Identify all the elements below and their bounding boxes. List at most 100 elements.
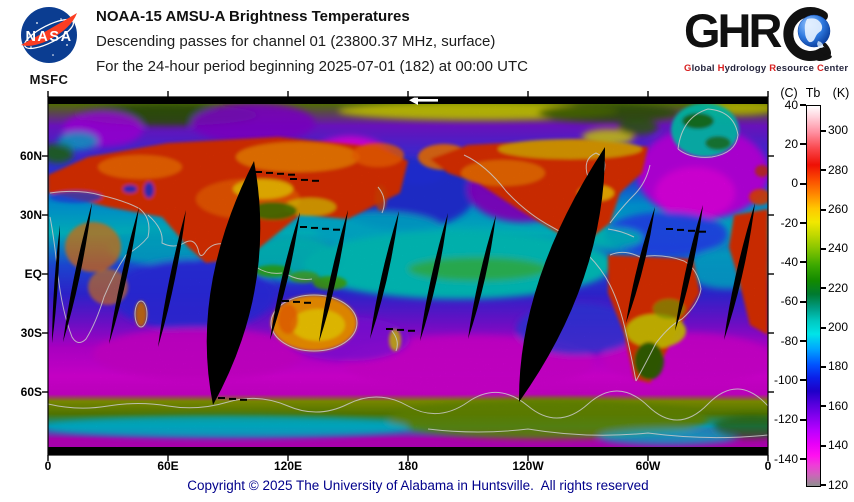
colorbar-tick-celsius — [800, 340, 806, 343]
colorbar-unit-celsius: (C) — [780, 86, 798, 100]
colorbar-tick-celsius — [800, 222, 806, 225]
x-tick-label: 60W — [635, 459, 661, 473]
colorbar-tick-celsius — [800, 418, 806, 421]
tagline-word: enter — [824, 63, 849, 74]
nasa-logo-text: NASA — [25, 29, 72, 45]
tagline-word: ydrology — [724, 63, 770, 74]
colorbar-label-celsius: 0 — [791, 176, 798, 191]
swath-gap — [109, 207, 139, 344]
colorbar-label-kelvin: 200 — [828, 320, 849, 335]
colorbar-tick-kelvin — [820, 287, 826, 290]
colorbar-label-kelvin: 120 — [828, 477, 849, 492]
colorbar-tick-celsius — [800, 379, 806, 382]
tagline-initial: G — [684, 63, 692, 74]
colorbar-label-celsius: -40 — [780, 254, 798, 269]
plot-period: For the 24-hour period beginning 2025-07… — [96, 58, 528, 75]
tagline-initial: H — [717, 63, 725, 74]
tagline-initial: R — [769, 63, 777, 74]
colorbar-label-celsius: -100 — [773, 372, 798, 387]
colorbar — [806, 105, 821, 487]
noise-texture — [48, 97, 768, 455]
colorbar-label-kelvin: 160 — [828, 398, 849, 413]
swath-gap — [675, 205, 703, 331]
tagline-word: lobal — [691, 63, 718, 74]
title-block: NOAA-15 AMSU-A Brightness Temperatures D… — [96, 8, 528, 76]
colorbar-label-celsius: 40 — [784, 97, 798, 112]
x-tick-label: 0 — [44, 459, 52, 473]
swath-gap — [420, 213, 448, 341]
colorbar-tick-kelvin — [820, 247, 826, 250]
colorbar-label-kelvin: 300 — [828, 123, 849, 138]
tagline-initial: C — [816, 63, 825, 74]
swath-gap — [518, 147, 606, 402]
colorbar-label-kelvin: 140 — [828, 438, 849, 453]
ghrc-globe-icon — [777, 5, 837, 63]
swath-gap — [63, 203, 92, 342]
colorbar-quantity: Tb — [805, 86, 821, 100]
swath-gap — [468, 215, 496, 339]
colorbar-tick-kelvin — [820, 484, 826, 486]
colorbar-label-kelvin: 220 — [828, 280, 849, 295]
swath-gap — [270, 212, 300, 340]
colorbar-label-kelvin: 180 — [828, 359, 849, 374]
scanline-dashes — [218, 171, 706, 401]
direction-arrow-icon — [409, 97, 438, 105]
colorbar-tick-celsius — [800, 261, 806, 264]
y-tick-label: EQ — [24, 267, 42, 281]
msfc-label: MSFC — [29, 72, 69, 87]
y-tick-label: 60N — [19, 149, 42, 163]
colorbar-label-kelvin: 240 — [828, 241, 849, 256]
colorbar-label-kelvin: 280 — [828, 162, 849, 177]
copyright-text: Copyright © 2025 The University of Alaba… — [187, 478, 649, 493]
nasa-logo: NASA MSFC — [11, 5, 87, 87]
colorbar-label-celsius: -140 — [773, 451, 798, 466]
colorbar-label-celsius: -80 — [780, 333, 798, 348]
swath-gaps — [52, 147, 755, 405]
swath-gap — [319, 210, 348, 342]
colorbar-label-celsius: -60 — [780, 294, 798, 309]
colorbar-tick-kelvin — [820, 169, 826, 172]
colorbar-tick-kelvin — [820, 365, 826, 368]
swath-gap — [626, 207, 655, 323]
ghrc-tagline: Global Hydrology Resource Center — [684, 63, 852, 74]
bottom-edge-gap — [48, 447, 768, 455]
colorbar-tick-celsius — [800, 458, 806, 461]
colorbar-tick-kelvin — [820, 444, 826, 447]
nasa-meatball-icon: NASA — [21, 7, 77, 63]
x-tick-label: 120E — [273, 459, 303, 473]
colorbar-label-celsius: -120 — [773, 412, 798, 427]
ghrc-acronym-text: GHR — [684, 4, 782, 57]
colorbar-unit-kelvin: (K) — [832, 86, 850, 100]
colorbar-tick-celsius — [800, 300, 806, 303]
tagline-word: esource — [776, 63, 817, 74]
x-tick-label: 180 — [397, 459, 419, 473]
colorbar-tick-celsius — [800, 182, 806, 185]
plot-title: NOAA-15 AMSU-A Brightness Temperatures — [96, 8, 410, 25]
y-tick-label: 60S — [20, 385, 42, 399]
colorbar-tick-kelvin — [820, 405, 826, 408]
colorbar-tick-kelvin — [820, 208, 826, 211]
colorbar-tick-kelvin — [820, 326, 826, 329]
swath-gap — [158, 210, 186, 347]
x-tick-label: 60E — [157, 459, 179, 473]
colorbar-tick-kelvin — [820, 129, 826, 132]
swath-gap — [724, 203, 755, 340]
colorbar-label-kelvin: 260 — [828, 202, 849, 217]
x-tick-label: 0 — [764, 459, 772, 473]
colorbar-tick-celsius — [800, 143, 806, 146]
axis-ticks — [42, 91, 774, 461]
colorbar-label-celsius: 20 — [784, 136, 798, 151]
swath-gap — [206, 161, 261, 405]
ghrc-logo: GHR — [684, 4, 852, 75]
colorbar-tick-celsius — [800, 104, 806, 106]
top-edge-gap — [48, 97, 768, 104]
plot-subtitle: Descending passes for channel 01 (23800.… — [96, 33, 496, 50]
swath-gap — [370, 211, 399, 339]
colorbar-label-celsius: -20 — [780, 215, 798, 230]
x-tick-label: 120W — [512, 459, 544, 473]
swath-gap — [52, 225, 60, 343]
y-tick-label: 30S — [20, 326, 42, 340]
y-tick-label: 30N — [19, 208, 42, 222]
